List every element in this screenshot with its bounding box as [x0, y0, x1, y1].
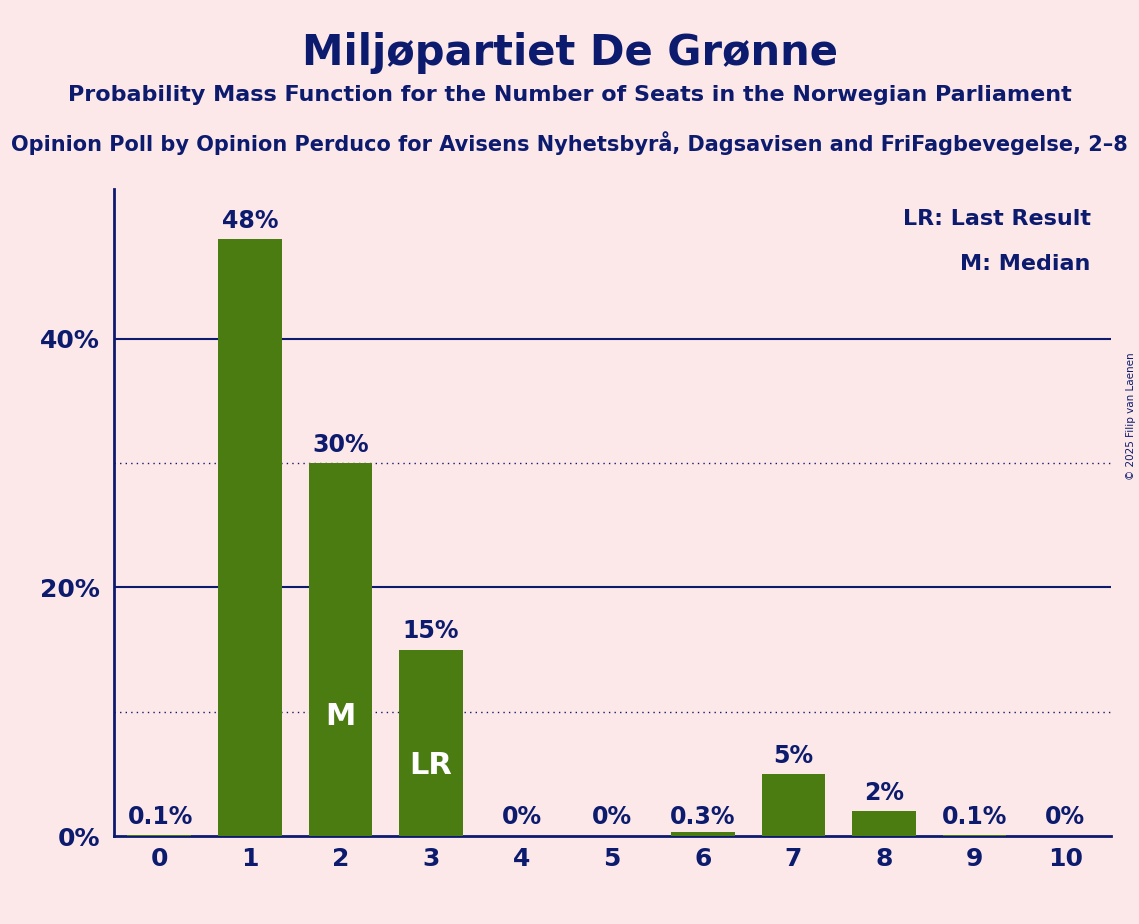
Bar	[128, 835, 191, 836]
Text: 0.3%: 0.3%	[670, 805, 736, 829]
Text: Probability Mass Function for the Number of Seats in the Norwegian Parliament: Probability Mass Function for the Number…	[67, 85, 1072, 105]
Text: 0%: 0%	[501, 805, 542, 829]
Text: 0%: 0%	[1046, 805, 1085, 829]
Text: M: Median: M: Median	[960, 254, 1091, 274]
Text: 0.1%: 0.1%	[128, 805, 192, 829]
Text: LR: LR	[410, 751, 452, 780]
Bar	[309, 463, 372, 836]
Text: Miljøpartiet De Grønne: Miljøpartiet De Grønne	[302, 32, 837, 74]
Bar	[671, 833, 735, 836]
Text: 30%: 30%	[312, 432, 369, 456]
Text: LR: Last Result: LR: Last Result	[902, 209, 1091, 229]
Text: 15%: 15%	[403, 619, 459, 643]
Bar	[852, 811, 916, 836]
Bar	[943, 835, 1007, 836]
Text: 0%: 0%	[592, 805, 632, 829]
Bar	[218, 239, 281, 836]
Text: 0.1%: 0.1%	[942, 805, 1007, 829]
Bar	[762, 774, 825, 836]
Text: Opinion Poll by Opinion Perduco for Avisens Nyhetsbyrå, Dagsavisen and FriFagbev: Opinion Poll by Opinion Perduco for Avis…	[11, 131, 1128, 155]
Text: 48%: 48%	[222, 209, 278, 233]
Text: © 2025 Filip van Laenen: © 2025 Filip van Laenen	[1126, 352, 1136, 480]
Text: M: M	[326, 702, 355, 731]
Bar	[400, 650, 462, 836]
Text: 2%: 2%	[865, 781, 904, 805]
Text: 5%: 5%	[773, 744, 813, 768]
